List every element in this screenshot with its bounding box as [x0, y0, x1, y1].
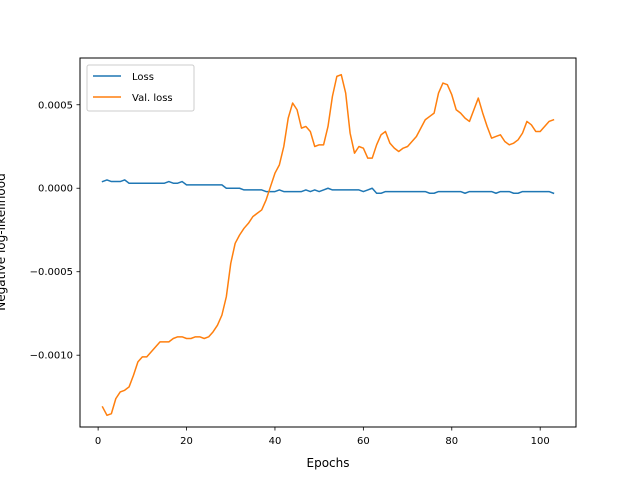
y-tick-label: −0.0010	[30, 351, 73, 362]
plot-frame	[79, 57, 577, 428]
x-tick-label: 0	[95, 436, 101, 447]
series-line-loss	[101, 179, 555, 195]
series-line-val-loss	[101, 73, 555, 417]
legend-label: Loss	[132, 72, 154, 83]
y-axis: −0.0010 −0.0005 0.0000 0.0005	[30, 100, 80, 362]
y-tick-label: −0.0005	[30, 267, 73, 278]
x-tick-label: 20	[180, 436, 193, 447]
legend-label: Val. loss	[132, 93, 173, 104]
y-tick-label: 0.0000	[38, 184, 73, 195]
series-layer	[101, 73, 555, 417]
x-tick-label: 80	[445, 436, 458, 447]
x-tick-label: 40	[269, 436, 282, 447]
x-axis: 0 20 40 60 80 100	[95, 427, 550, 447]
x-axis-label: Epochs	[307, 456, 350, 470]
y-tick-label: 0.0005	[38, 100, 73, 111]
legend: Loss Val. loss	[86, 64, 195, 112]
y-axis-label: Negative log-likelihood	[0, 173, 8, 310]
x-tick-label: 60	[357, 436, 370, 447]
x-tick-label: 100	[531, 436, 550, 447]
